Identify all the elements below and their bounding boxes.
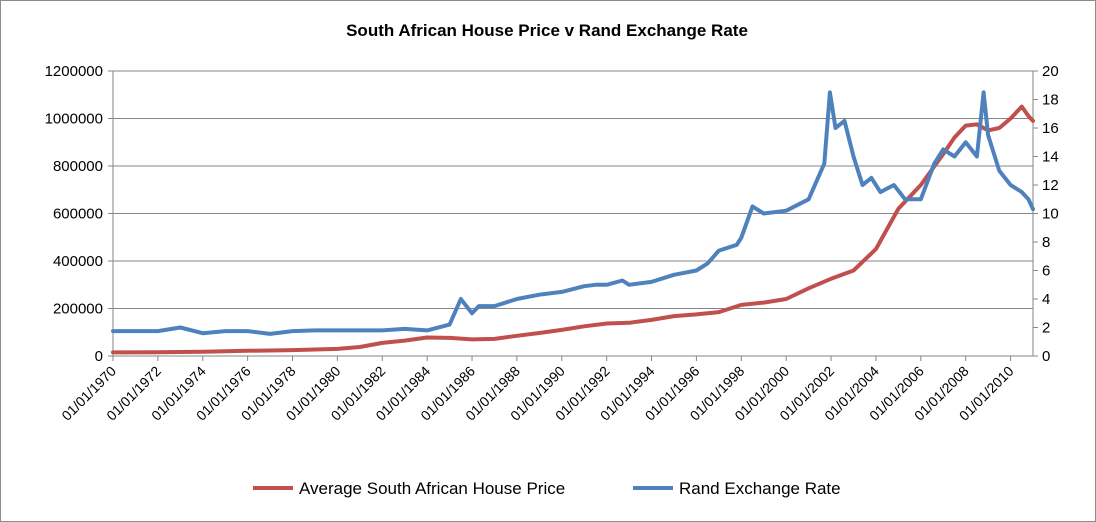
y2-tick-label: 6 [1042, 263, 1050, 280]
legend-label: Rand Exchange Rate [679, 479, 841, 498]
legend-label: Average South African House Price [299, 479, 565, 498]
y-tick-label: 600000 [53, 206, 103, 223]
series-line-exchange-rate [111, 90, 1035, 336]
x-axis-ticks: 01/01/197001/01/197201/01/197401/01/1976… [58, 363, 1017, 424]
y-tick-label: 400000 [53, 253, 103, 270]
y-tick-label: 1200000 [45, 63, 103, 80]
gridlines [113, 70, 1033, 309]
y2-tick-label: 0 [1042, 348, 1050, 365]
y-tick-label: 200000 [53, 301, 103, 318]
y-tick-label: 800000 [53, 158, 103, 175]
axes [108, 70, 1038, 361]
y2-tick-label: 12 [1042, 177, 1059, 194]
y2-tick-label: 20 [1042, 63, 1059, 80]
plot-area [111, 90, 1035, 355]
y2-tick-label: 10 [1042, 206, 1059, 223]
y2-tick-label: 16 [1042, 120, 1059, 137]
y-tick-label: 0 [95, 348, 103, 365]
y-axis-right-ticks: 0 2 4 6 8 10 12 14 16 18 20 [1042, 63, 1059, 365]
y2-tick-label: 18 [1042, 92, 1059, 109]
y-tick-label: 1000000 [45, 111, 103, 128]
y2-tick-label: 2 [1042, 320, 1050, 337]
y2-tick-label: 4 [1042, 291, 1050, 308]
chart-title: South African House Price v Rand Exchang… [346, 21, 748, 40]
series-line-house-price [111, 104, 1035, 355]
y2-tick-label: 8 [1042, 234, 1050, 251]
legend: Average South African House Price Rand Ex… [253, 479, 841, 498]
y-axis-left-ticks: 0 200000 400000 600000 800000 1000000 1200000 [45, 63, 103, 365]
y2-tick-label: 14 [1042, 149, 1059, 166]
